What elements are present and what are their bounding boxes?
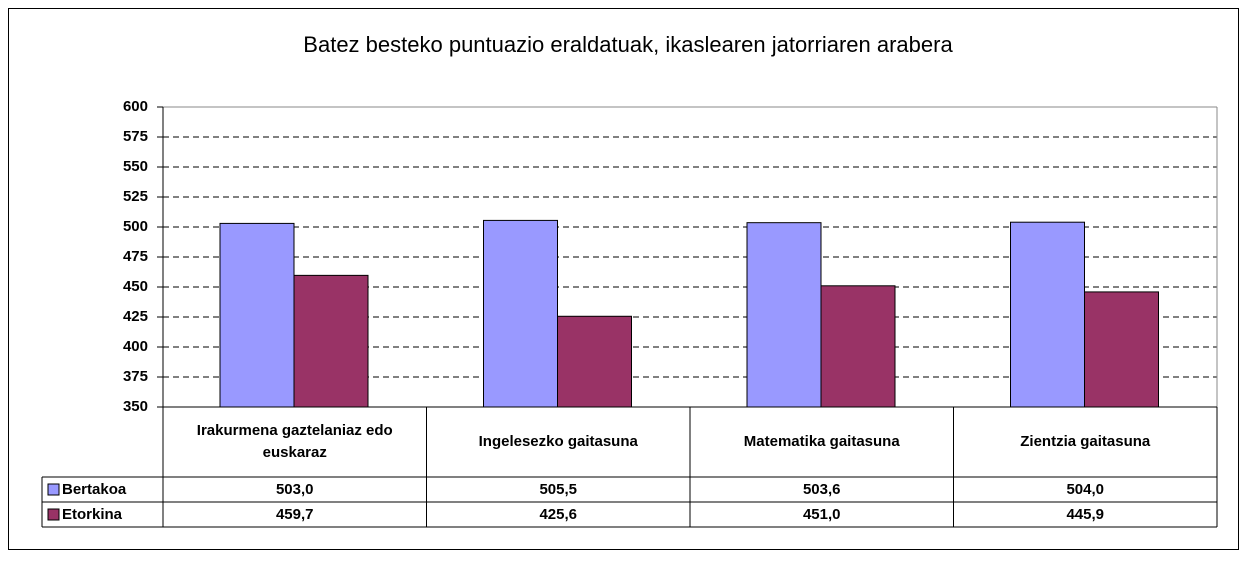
y-tick-label: 450: [123, 278, 148, 295]
data-table-value: 503,0: [275, 480, 314, 498]
legend-label: Bertakoa: [62, 480, 127, 498]
y-tick-label: 475: [123, 248, 148, 265]
y-tick-label: 350: [123, 398, 148, 415]
y-tick-label: 400: [123, 338, 148, 355]
y-tick-label: 600: [123, 98, 148, 115]
x-tick-label: Ingelesezko gaitasuna: [478, 433, 638, 450]
x-tick-label: Zientzia gaitasuna: [1020, 433, 1151, 450]
bar: [557, 315, 632, 408]
data-table-value: 425,6: [539, 505, 578, 523]
chart-title: Batez besteko puntuazio eraldatuak, ikas…: [303, 32, 953, 57]
y-tick-label: 425: [123, 308, 148, 325]
legend-key: [47, 508, 60, 521]
y-tick-label: 575: [123, 128, 148, 145]
bar: [293, 274, 369, 408]
y-tick-label: 550: [123, 158, 148, 175]
data-table-value: 459,7: [275, 505, 314, 523]
bar: [820, 285, 896, 408]
x-tick-label: Matematika gaitasuna: [743, 433, 900, 450]
bar: [1010, 221, 1085, 408]
bar: [1084, 291, 1159, 408]
bar: [219, 222, 295, 408]
y-tick-label: 525: [123, 188, 148, 205]
data-table-value: 445,9: [1066, 505, 1105, 523]
x-tick-label: Irakurmena gaztelaniaz edo euskaraz: [196, 422, 393, 461]
legend-key: [47, 483, 60, 496]
data-table-value: 451,0: [802, 505, 841, 523]
y-tick-label: 375: [123, 368, 148, 385]
data-table-value: 504,0: [1066, 480, 1105, 498]
y-tick-label: 500: [123, 218, 148, 235]
data-table-value: 505,5: [539, 480, 578, 498]
bar: [483, 219, 558, 408]
data-table-value: 503,6: [802, 480, 841, 498]
legend-label: Etorkina: [62, 505, 123, 523]
bar: [746, 222, 822, 408]
